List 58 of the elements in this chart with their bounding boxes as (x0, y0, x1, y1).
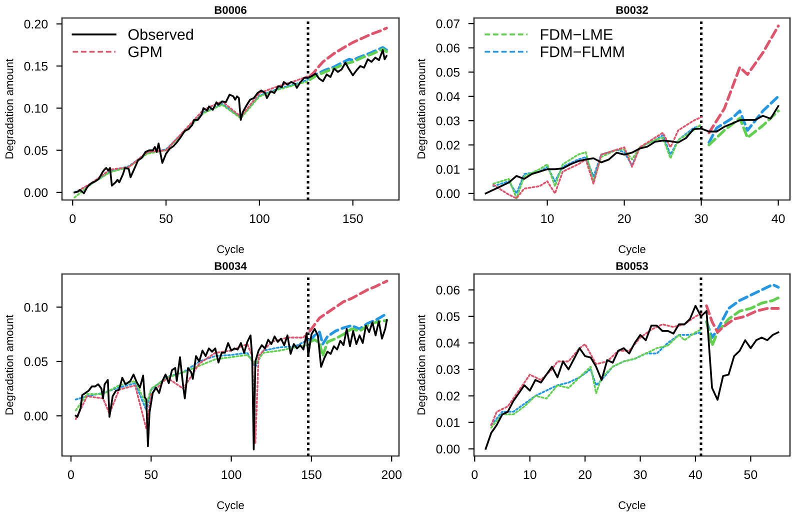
y-tick-label: 0.03 (436, 116, 460, 126)
x-tick-label: 150 (343, 214, 363, 224)
y-tick-label: 0.05 (436, 68, 460, 77)
y-tick-label: 0.06 (436, 286, 460, 295)
x-tick-label: 150 (302, 470, 322, 480)
x-tick-label: 50 (144, 470, 158, 480)
y-tick-label: 0.05 (436, 312, 460, 322)
y-tick-label: 0.04 (436, 92, 460, 102)
y-axis-title: Degradation amount (417, 58, 428, 158)
x-tick-label: 0 (70, 214, 76, 224)
chart-title: B0053 (616, 262, 648, 270)
y-tick-label: 0.03 (436, 365, 460, 374)
x-tick-label: 100 (250, 214, 270, 224)
y-tick-label: 0.04 (436, 338, 460, 348)
x-tick-label: 50 (744, 470, 758, 480)
y-tick-label: 0.15 (24, 62, 48, 71)
x-tick-label: 40 (772, 214, 785, 224)
x-axis-title: Cycle (618, 244, 646, 256)
y-tick-label: 0.00 (436, 189, 460, 198)
x-tick-label: 10 (541, 214, 554, 224)
y-tick-label: 0.02 (436, 140, 460, 150)
x-tick-label: 0 (472, 470, 478, 480)
y-axis-title: Degradation amount (417, 314, 428, 414)
y-axis-title: Degradation amount (5, 58, 16, 158)
x-tick-label: 50 (160, 214, 173, 224)
x-tick-label: 20 (578, 470, 592, 480)
y-tick-label: 0.00 (436, 444, 460, 454)
legend-label: FDM−LME (540, 29, 612, 40)
y-axis-title: Degradation amount (5, 314, 16, 414)
legend-label: Observed (128, 28, 193, 40)
y-tick-label: 0.10 (24, 302, 48, 312)
x-tick-label: 200 (382, 470, 402, 480)
legend-label: FDM−FLMM (540, 46, 624, 58)
x-tick-label: 20 (618, 214, 631, 224)
y-tick-label: 0.05 (24, 146, 48, 155)
x-tick-label: 40 (688, 470, 702, 480)
x-tick-label: 10 (524, 470, 536, 480)
x-tick-label: 0 (68, 470, 74, 480)
x-tick-label: 100 (222, 470, 242, 480)
y-tick-label: 0.10 (24, 104, 48, 113)
y-tick-label: 0.20 (24, 20, 48, 29)
x-axis-title: Cycle (618, 500, 646, 512)
y-tick-label: 0.00 (24, 412, 48, 420)
x-tick-label: 30 (634, 470, 647, 480)
y-tick-label: 0.01 (436, 164, 460, 174)
chart-title: B0034 (214, 262, 247, 270)
x-axis-title: Cycle (217, 244, 244, 256)
chart-title: B0006 (214, 6, 246, 14)
y-tick-label: 0.07 (436, 19, 460, 28)
y-tick-label: 0.01 (436, 418, 460, 428)
x-tick-label: 30 (694, 214, 708, 224)
x-axis-title: Cycle (217, 500, 244, 512)
y-tick-label: 0.06 (436, 44, 460, 52)
legend-label: GPM (128, 46, 162, 58)
y-tick-label: 0.02 (436, 392, 460, 401)
y-tick-label: 0.00 (24, 188, 48, 198)
chart-title: B0032 (616, 6, 648, 14)
y-tick-label: 0.05 (24, 357, 48, 366)
